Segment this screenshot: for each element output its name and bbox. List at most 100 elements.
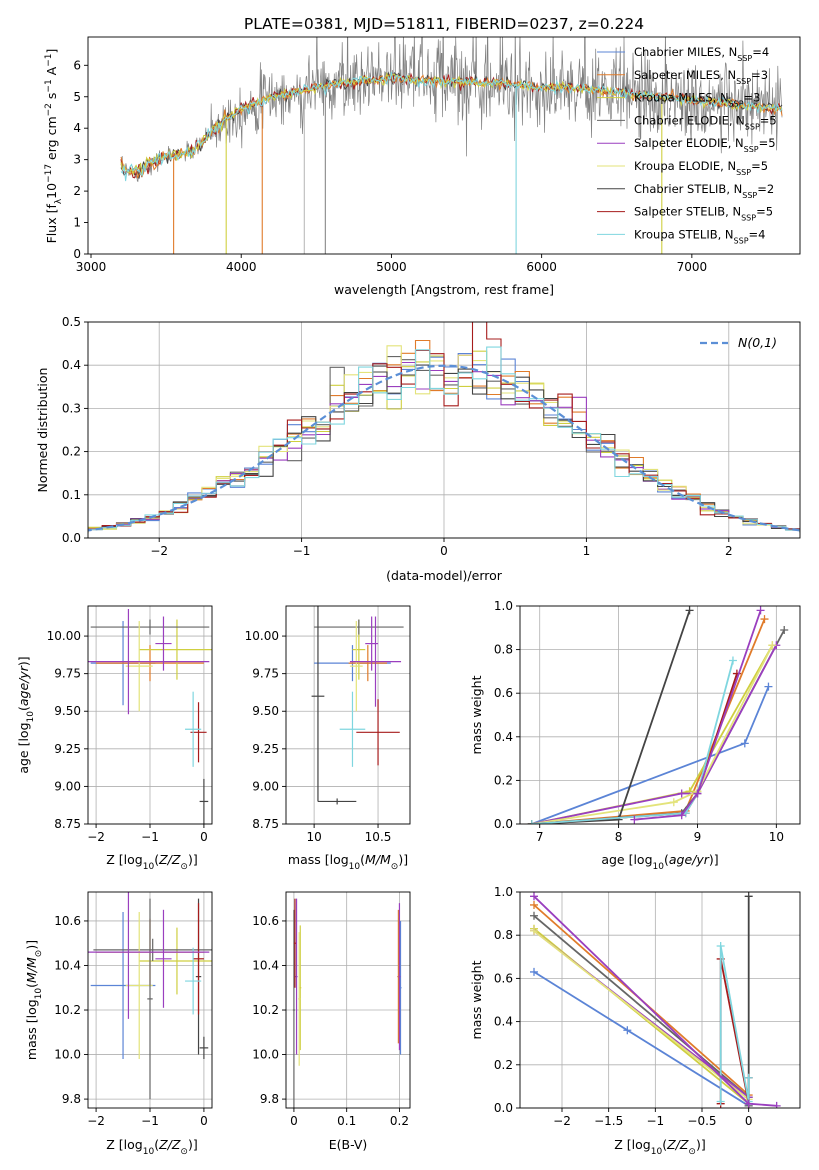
axis-label-y: mass [log10(M/M⊙)] [24,940,44,1060]
series-line [531,629,785,824]
tick-label-y: 5 [73,90,81,104]
histogram-step [88,346,800,533]
label-part: ⊙ [391,862,399,872]
series-marker [677,789,686,798]
spectrum-frame: 3000 4000 5000 6000 7000 0 1 2 3 4 5 6 [73,36,801,274]
mass_weight_vs_age-frame: 7 8 9 10 0.0 0.2 0.4 0.6 0.8 1.0 [494,599,801,844]
tick-label-x: 5000 [376,260,407,274]
tick-label-x: 0 [200,1114,208,1128]
series-marker [744,892,753,901]
tick-label-y: 0.0 [494,1101,513,1115]
label-part: ( [16,706,31,711]
tick-label-x: 10 [306,830,321,844]
label-part: age [log [16,722,31,773]
tick-label-x: −0.5 [687,1114,716,1128]
label-part: mass [log [288,852,349,867]
tick-label-x: 6000 [526,260,557,274]
legend-entry: Salpeter STELIB, NSSP=5 [634,205,773,223]
axes-frame [285,605,411,825]
axis-label-x: E(B-V) [329,1137,368,1152]
legend-value: =2 [757,182,774,196]
model-line [120,71,783,182]
legend-sub: SSP [736,168,751,177]
axes-frame [87,36,801,255]
legend-name: Kroupa STELIB, N [634,227,734,241]
age_vs_mass-axes [286,606,410,825]
label-part: ( [360,852,365,867]
tick-label-y: 10.00 [47,629,81,643]
label-part: 10 [653,862,665,872]
age_vs_Z-frame: −2 −1 0 8.75 9.00 9.25 9.50 9.75 10.00 [47,605,213,844]
mass_weight_vs_age-axes [520,605,800,825]
series-line [533,930,750,1101]
label-part: 10 [143,862,155,872]
axes-frame [519,605,801,825]
label-part: )] [188,1137,198,1152]
tick-label-y: 0.2 [494,773,513,787]
tick-label-y: 0.4 [494,1015,513,1029]
label-part: age/yr [669,852,710,867]
tick-label-x: 0 [440,544,448,558]
tick-label-y: 8.75 [252,817,279,831]
axis-label-x: age [log10(age/yr)] [601,852,718,872]
age_vs_mass-plot [311,606,404,805]
tick-label-y: 0.6 [494,971,513,985]
label-part: Z [log [614,1137,650,1152]
spectrum-plot [120,37,783,254]
axis-label-x: Z [log10(Z/Z⊙)] [106,852,197,872]
series-marker [669,798,678,807]
label-part: M/M [365,852,391,867]
tick-label-x: −1 [646,1114,664,1128]
axes-frame [285,891,411,1109]
legend-name: Kroupa MILES, N [634,91,729,105]
legend-sub: SSP [745,122,760,131]
tick-label-x: −2 [150,544,168,558]
mass_vs_Z-plot [88,892,212,1100]
mass_vs_EBV-axes [286,892,410,1108]
legend-entry: N(0,1) [738,335,777,350]
series-marker [530,892,538,901]
tick-label-y: 9.75 [54,667,81,681]
label-part: ⊙ [180,862,188,872]
tick-label-y: 10.6 [252,914,279,928]
series-marker [744,1099,753,1108]
series-line [719,945,750,1102]
tick-label-x: −1.5 [594,1114,623,1128]
tick-label-y: 9.00 [252,779,279,793]
age_vs_mass-frame: 10 10.5 8.75 9.00 9.25 9.50 9.75 10.00 [245,605,411,844]
series-marker [764,682,773,691]
tick-label-y: 0.2 [62,445,81,459]
series-line [533,971,750,1107]
series-marker [693,789,702,798]
label-part: age/yr [16,665,31,706]
axis-label-y: mass weight [469,675,484,754]
tick-label-y: 9.50 [252,704,279,718]
tick-label-y: 10.0 [252,1048,279,1062]
label-part: ( [154,852,159,867]
axis-label-x: mass [log10(M/M⊙)] [288,852,408,872]
label-part: )] [188,852,198,867]
legend-name: Chabrier MILES, N [634,45,737,59]
legend-entry: Salpeter ELODIE, NSSP=5 [634,136,776,154]
series-marker [756,606,765,615]
series-marker [527,820,536,824]
legend-sub: SSP [744,145,759,154]
tick-label-y: 0.4 [494,730,513,744]
legend-entry: Chabrier MILES, NSSP=4 [634,45,769,63]
legend-name: Salpeter ELODIE, N [634,136,744,150]
tick-label-x: −1 [141,830,159,844]
legend-value: =5 [751,159,768,173]
tick-label-x: 0 [745,1114,753,1128]
axis-label-x: wavelength [Angstrom, rest frame] [334,282,554,297]
tick-label-y: 0.8 [494,928,513,942]
legend-value: =4 [749,227,766,241]
legend-name: Chabrier ELODIE, N [634,113,745,127]
tick-label-x: 8 [615,830,623,844]
tick-label-x: −1 [293,544,311,558]
series-marker [530,967,538,976]
axis-label-x: (data-model)/error [386,568,503,583]
legend-sub: SSP [737,54,752,63]
tick-label-y: 9.25 [54,742,81,756]
tick-label-y: 0.0 [494,817,513,831]
tick-label-y: 0.4 [62,358,81,372]
